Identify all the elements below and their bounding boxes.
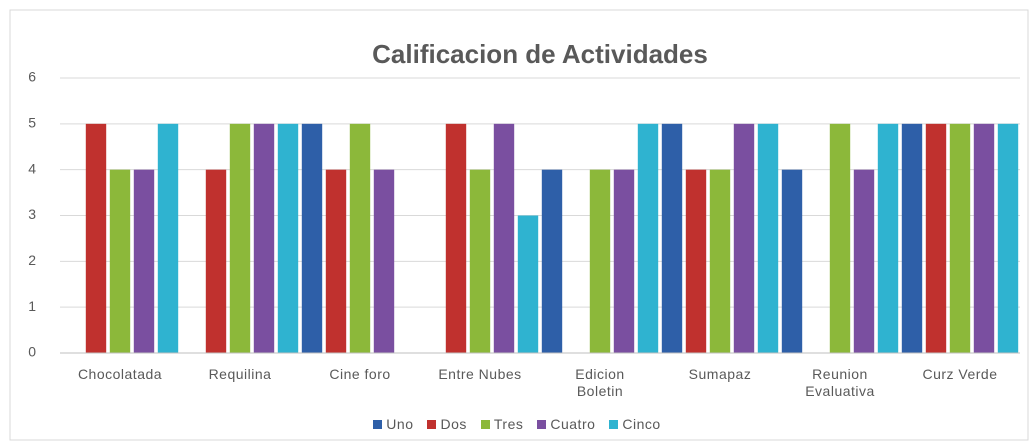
bar <box>733 123 755 353</box>
bar <box>997 123 1019 353</box>
bar <box>877 123 899 353</box>
bar <box>637 123 659 353</box>
legend-label: Cuatro <box>550 416 596 432</box>
bar <box>349 123 371 353</box>
x-tick-label: Chocolatada <box>77 366 163 382</box>
legend-swatch <box>609 419 619 429</box>
bar <box>229 123 251 353</box>
bar <box>781 169 803 353</box>
legend-item: Uno <box>373 416 413 432</box>
legend-item: Cinco <box>609 416 660 432</box>
bar <box>685 169 707 353</box>
legend-label: Tres <box>493 416 524 432</box>
y-tick-label: 4 <box>28 160 36 176</box>
x-tick-label: Curz Verde <box>922 366 998 382</box>
legend-swatch <box>537 419 547 429</box>
bar <box>133 169 155 353</box>
legend-swatch <box>427 419 437 429</box>
bar <box>277 123 299 353</box>
legend-item: Dos <box>427 416 466 432</box>
x-tick-label: Cine foro <box>329 366 391 382</box>
legend: Uno Dos Tres Cuatro Cinco <box>0 416 1034 432</box>
bar <box>109 169 131 353</box>
bar <box>613 169 635 353</box>
legend-item: Tres <box>480 416 524 432</box>
bar <box>205 169 227 353</box>
x-tick-label: Entre Nubes <box>438 366 522 382</box>
bar <box>157 123 179 353</box>
bar <box>373 169 395 353</box>
bar <box>517 215 539 353</box>
bar <box>709 169 731 353</box>
chart-title: Calificacion de Actividades <box>372 39 708 69</box>
bar <box>325 169 347 353</box>
x-tick-label: Edicion Boletin <box>575 366 625 399</box>
x-tick-label: Requilina <box>208 366 272 382</box>
legend-swatch <box>480 419 490 429</box>
bar <box>589 169 611 353</box>
bar <box>445 123 467 353</box>
bar <box>541 169 563 353</box>
bar <box>853 169 875 353</box>
x-tick-label: Reunion Evaluativa <box>805 366 875 399</box>
bar <box>493 123 515 353</box>
bar <box>757 123 779 353</box>
legend-item: Cuatro <box>537 416 595 432</box>
x-tick-label: Sumapaz <box>688 366 752 382</box>
y-tick-label: 1 <box>28 298 36 314</box>
bar <box>661 123 683 353</box>
bar <box>973 123 995 353</box>
y-tick-label: 0 <box>28 344 36 360</box>
y-tick-label: 3 <box>28 206 36 222</box>
bar <box>925 123 947 353</box>
y-tick-label: 6 <box>28 69 36 85</box>
bar <box>829 123 851 353</box>
bar <box>901 123 923 353</box>
bar <box>85 123 107 353</box>
bar <box>253 123 275 353</box>
y-tick-label: 5 <box>28 115 36 131</box>
bar <box>301 123 323 353</box>
bar <box>469 169 491 353</box>
legend-label: Cinco <box>622 416 661 432</box>
legend-label: Dos <box>440 416 467 432</box>
y-tick-label: 2 <box>28 252 36 268</box>
legend-label: Uno <box>386 416 414 432</box>
legend-swatch <box>373 419 383 429</box>
bar <box>949 123 971 353</box>
